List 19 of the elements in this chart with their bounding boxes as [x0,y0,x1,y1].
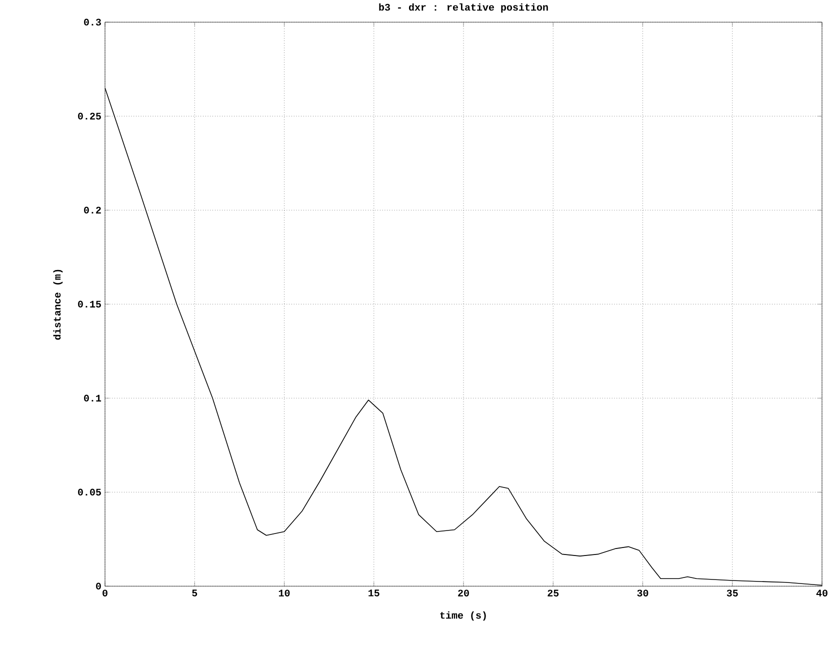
x-tick-label: 0 [102,590,108,596]
x-tick-label: 15 [368,590,380,596]
x-axis-title: time (s) [440,611,486,621]
x-tick-label: 40 [816,590,828,596]
chart-title: b3 - dxr : relative position [379,3,548,13]
x-tick-label: 25 [548,590,559,596]
x-tick-label: 30 [637,590,648,596]
x-tick-label: 20 [458,590,469,596]
y-tick-label: 0.1 [84,394,102,402]
x-tick-label: 5 [192,590,198,596]
y-tick-label: 0.2 [84,206,101,214]
x-tick-label: 10 [278,590,290,596]
y-tick-label: 0.25 [78,112,101,120]
y-tick-label: 0.3 [84,18,101,26]
y-tick-label: 0.05 [78,488,101,496]
y-tick-label: 0.15 [78,300,101,308]
y-tick-label: 0 [96,582,101,590]
y-axis-title: distance (m) [53,270,63,340]
x-tick-label: 35 [726,590,738,596]
